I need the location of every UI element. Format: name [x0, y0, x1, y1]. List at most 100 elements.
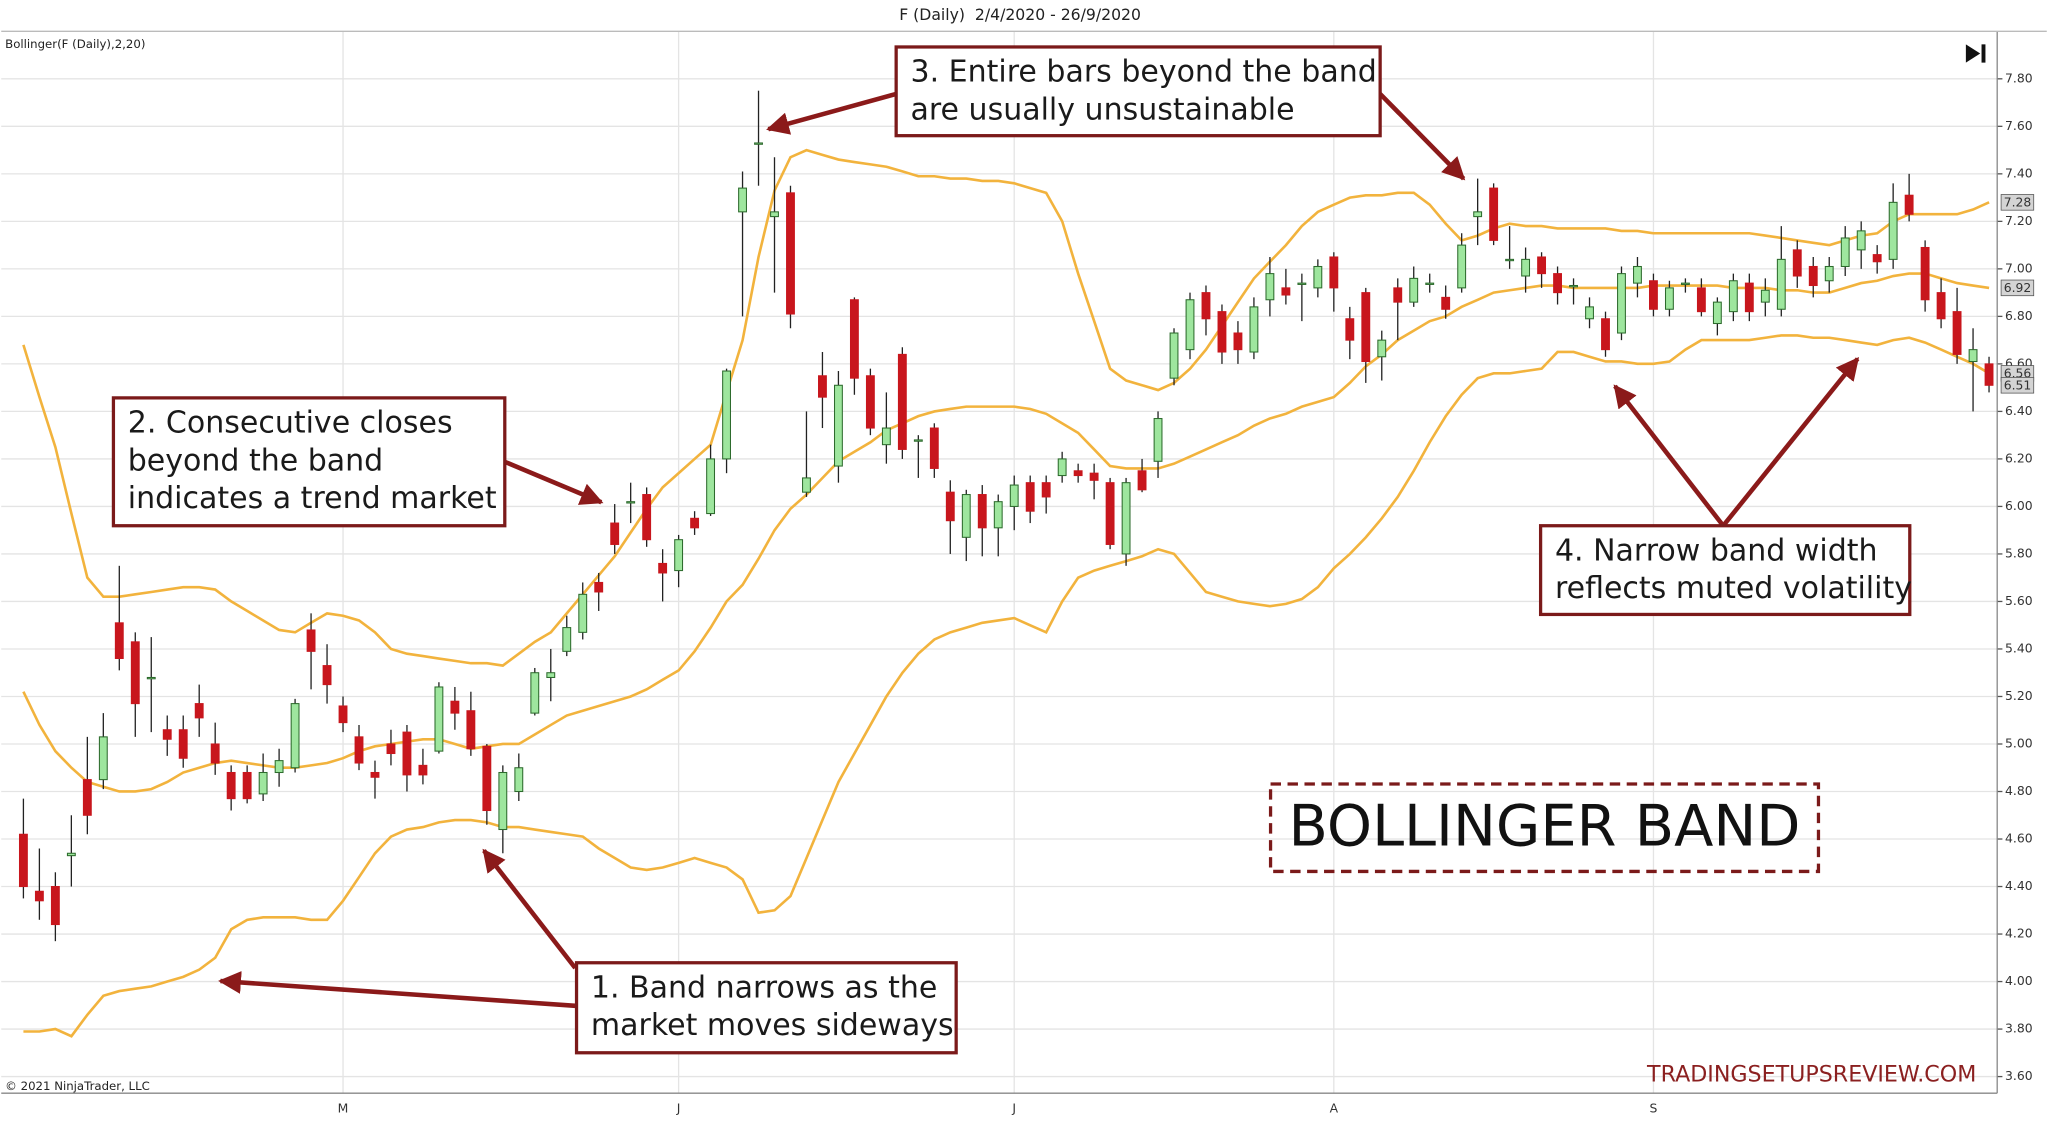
candle-body: [338, 705, 348, 724]
candle-body: [610, 522, 620, 545]
candle-body: [754, 142, 763, 145]
candle-body: [1153, 418, 1163, 462]
candle-body: [178, 729, 188, 759]
candle-body: [306, 629, 316, 652]
candle-body: [1888, 201, 1898, 260]
candle-body: [1649, 280, 1658, 310]
candle-body: [1808, 265, 1818, 287]
candle-body: [1968, 349, 1978, 363]
annotation-arrow: [482, 848, 578, 970]
candle-body: [1233, 332, 1243, 351]
indicator-label: Bollinger(F (Daily),2,20): [5, 37, 145, 51]
candle-body: [1313, 265, 1323, 289]
candle-body: [162, 729, 172, 740]
candle-body: [993, 501, 1003, 529]
candle-body: [1377, 339, 1387, 358]
y-tick-label: 4.80: [2005, 783, 2033, 798]
annotation-arrow: [503, 459, 604, 505]
x-tick-label: A: [1330, 1100, 1339, 1115]
annotation-text: indicates a trend market: [128, 481, 497, 516]
candle-body: [1696, 287, 1706, 313]
copyright: © 2021 NinjaTrader, LLC: [5, 1079, 150, 1093]
candle-body: [226, 771, 236, 800]
y-tick-label: 6.20: [2005, 450, 2033, 465]
candle-body: [1185, 299, 1195, 351]
candle-body: [770, 211, 779, 218]
x-tick-label: J: [676, 1100, 681, 1115]
candle-body: [210, 743, 220, 764]
candle-body: [1728, 280, 1738, 313]
candle-body: [945, 491, 955, 522]
candle-body: [706, 458, 716, 515]
price-marker: [2000, 194, 2035, 211]
y-tick-label: 3.80: [2005, 1021, 2033, 1036]
candle-body: [1201, 292, 1211, 320]
candle-body: [386, 743, 396, 755]
candle-body: [674, 539, 684, 572]
y-tick-label: 7.40: [2005, 165, 2033, 180]
annotation-arrow: [1378, 92, 1466, 181]
y-tick-label: 6.00: [2005, 498, 2033, 513]
candle-body: [626, 501, 636, 504]
candle-body: [1041, 482, 1051, 498]
candle-body: [1760, 289, 1770, 303]
annotation-text: are usually unsustainable: [911, 92, 1295, 127]
candle-body: [1856, 230, 1866, 251]
annotation-box: [894, 45, 1382, 138]
annotation-arrow: [1721, 356, 1860, 528]
candle-body: [1137, 470, 1147, 491]
candle-body: [642, 494, 652, 541]
candle-body: [1057, 458, 1067, 477]
candle-body: [658, 562, 668, 574]
candle-body: [833, 384, 843, 467]
candle-body: [1121, 482, 1131, 555]
candle-body: [242, 771, 252, 800]
annotation-text: reflects muted volatility: [1555, 571, 1912, 606]
candle-body: [450, 700, 460, 714]
band-lower: [23, 334, 1990, 1038]
y-tick-label: 5.60: [2005, 593, 2033, 608]
candle-body: [1553, 273, 1562, 294]
candle-body: [786, 192, 795, 315]
y-tick-label: 6.40: [2005, 403, 2033, 418]
y-tick-label: 6.80: [2005, 308, 2033, 323]
candles: [18, 90, 1994, 942]
candle-body: [738, 187, 747, 213]
candle-body: [913, 439, 923, 442]
candle-body: [1872, 254, 1882, 263]
candle-body: [1633, 265, 1642, 284]
candle-body: [290, 703, 300, 769]
candle-body: [1217, 311, 1227, 353]
candle-body: [1393, 287, 1403, 303]
candle-body: [594, 581, 604, 593]
y-tick-label: 5.20: [2005, 688, 2033, 703]
price-marker-label: 6.92: [2004, 280, 2032, 295]
candle-body: [961, 494, 971, 538]
candle-body: [818, 375, 827, 398]
candle-body: [1952, 311, 1962, 355]
annotation-arrow: [1613, 384, 1726, 528]
watermark: TRADINGSETUPSREVIEW.COM: [1646, 1061, 1976, 1087]
candle-body: [1569, 284, 1578, 288]
y-tick-label: 4.00: [2005, 973, 2033, 988]
candle-body: [1089, 472, 1099, 481]
candle-body: [1680, 282, 1690, 285]
candle-body: [498, 771, 508, 831]
candle-body: [1712, 301, 1722, 325]
candle-body: [146, 676, 156, 680]
candle-body: [1169, 332, 1179, 379]
candle-body: [1249, 306, 1259, 353]
candle-body: [530, 672, 540, 714]
annotation-box: [1538, 524, 1912, 617]
x-tick-label: S: [1650, 1100, 1658, 1115]
candle-body: [82, 779, 92, 816]
candle-body: [1920, 246, 1930, 301]
annotation-text: 2. Consecutive closes: [128, 405, 453, 440]
candle-body: [865, 375, 875, 429]
candle-body: [722, 370, 731, 460]
chart-title: F (Daily) 2/4/2020 - 26/9/2020: [899, 5, 1141, 24]
candle-body: [418, 764, 428, 776]
scroll-end-icon[interactable]: [1965, 44, 1986, 63]
candle-body: [114, 622, 124, 659]
